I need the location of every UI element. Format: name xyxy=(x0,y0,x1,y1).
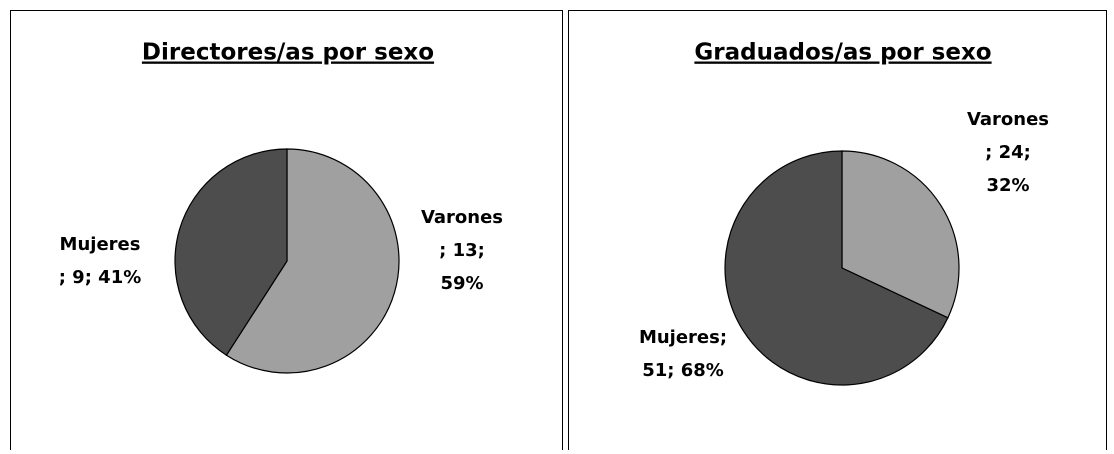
data-label: Varones xyxy=(421,207,503,228)
pie-slice xyxy=(225,148,400,374)
data-label: ; 24; xyxy=(985,142,1031,163)
data-label: Varones xyxy=(967,109,1049,130)
data-label: Mujeres; xyxy=(639,327,727,348)
pie-slice xyxy=(724,150,949,386)
data-label: ; 9; 41% xyxy=(59,267,142,288)
data-label: 59% xyxy=(440,273,483,294)
data-label: Mujeres xyxy=(60,234,141,255)
data-label: 51; 68% xyxy=(642,360,724,381)
pie-slice xyxy=(841,150,960,319)
chart-title: Graduados/as por sexo xyxy=(694,40,991,66)
chart-title: Directores/as por sexo xyxy=(142,40,434,66)
data-label: 32% xyxy=(986,175,1029,196)
data-label: ; 13; xyxy=(439,240,485,261)
pie-slice xyxy=(174,148,288,357)
